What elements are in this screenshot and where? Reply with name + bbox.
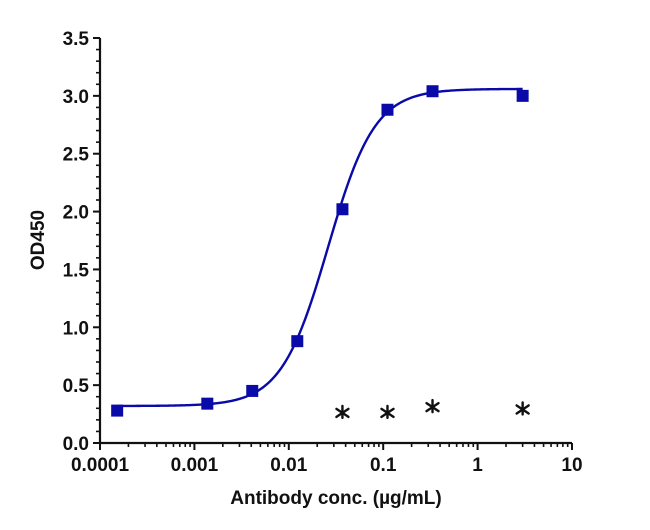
x-tick-label: 0.01 (270, 455, 307, 476)
x-axis-title: Antibody conc. (µg/mL) (230, 488, 442, 509)
fit-curve (117, 87, 523, 408)
square-marker (246, 384, 259, 397)
x-tick-label: 0.1 (370, 455, 397, 476)
x-tick-label: 0.001 (171, 455, 219, 476)
square-marker (336, 203, 349, 216)
asterisk-marker (515, 401, 530, 416)
square-marker (111, 404, 124, 417)
y-axis-title: OD450 (28, 210, 49, 270)
asterisk-marker (380, 404, 395, 420)
square-marker (516, 89, 529, 102)
y-tick-label: 2.0 (63, 203, 89, 224)
square-marker (381, 103, 394, 116)
fit-curve-layer (117, 87, 523, 408)
data-points-layer (111, 85, 530, 420)
square-marker (426, 85, 439, 98)
square-marker (291, 335, 304, 348)
y-tick-label: 3.5 (63, 29, 90, 50)
y-tick-label: 2.5 (63, 145, 90, 166)
y-tick-label: 1.5 (63, 260, 90, 281)
y-tick-label: 3.0 (63, 87, 89, 108)
x-tick-label: 1 (472, 455, 483, 476)
x-tick-label: 10 (561, 455, 582, 476)
y-tick-label: 0.5 (63, 376, 90, 397)
y-tick-label: 1.0 (63, 318, 89, 339)
x-tick-label: 0.0001 (71, 455, 130, 476)
axes: 0.0 0.5 1.0 1.5 2.0 2.5 3.0 3.5 0.0001 0.001 0.01 0… (63, 29, 583, 476)
square-marker (201, 397, 214, 410)
asterisk-marker (425, 398, 440, 414)
y-tick-label: 0.0 (63, 434, 89, 455)
asterisk-marker (335, 404, 350, 420)
